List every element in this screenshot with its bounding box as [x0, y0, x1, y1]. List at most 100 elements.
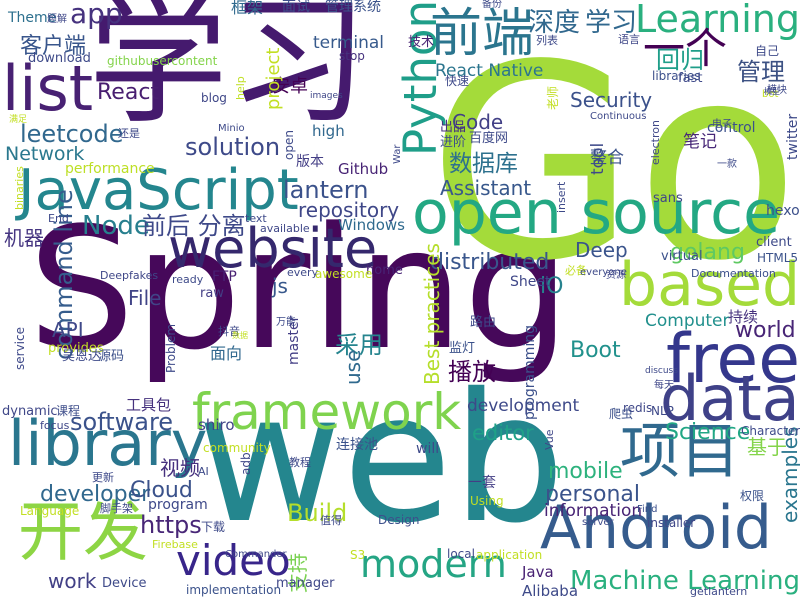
word: open — [282, 130, 296, 160]
word: solution — [185, 133, 281, 161]
word: 值得 — [320, 514, 342, 527]
word: https — [140, 511, 202, 539]
word: js — [272, 274, 288, 298]
word: awesome — [315, 267, 373, 281]
word: 百度网 — [469, 131, 509, 146]
word: Windows — [338, 216, 405, 234]
word: library — [8, 407, 208, 480]
word: discuss — [645, 366, 678, 376]
word: Best practices — [420, 243, 444, 385]
word: leetcode — [20, 120, 124, 148]
word: NLP — [651, 404, 674, 418]
word: Deep — [575, 238, 628, 262]
word: images — [310, 91, 343, 101]
word: project — [263, 47, 284, 110]
word: text — [245, 212, 267, 225]
word: service — [13, 327, 27, 370]
word: JavaScript — [18, 158, 299, 223]
word: 下载 — [201, 520, 226, 534]
word: Design — [378, 513, 420, 527]
word: 万能 — [276, 317, 296, 328]
word: Cloud — [130, 478, 193, 503]
word: Computer — [645, 311, 730, 331]
word: 电子 — [712, 119, 732, 130]
word: Documentation — [691, 267, 776, 280]
word: community — [203, 441, 271, 455]
word: 老师 — [546, 85, 560, 110]
word: 资源 — [606, 270, 626, 281]
word: 脚手架 — [100, 502, 133, 515]
word: 吴恩达 — [62, 349, 102, 364]
word: virtual — [661, 249, 703, 264]
word: control — [707, 120, 756, 136]
word: libraries — [652, 69, 701, 83]
word: 满足 — [9, 115, 28, 125]
word: 抖音 — [218, 325, 240, 338]
word: 面试 — [282, 0, 310, 15]
word: getlantern — [690, 585, 748, 598]
word: available — [260, 222, 310, 235]
word: 一套 — [468, 475, 496, 491]
word: 技术 — [408, 35, 435, 50]
word: Deepfakes — [100, 269, 159, 282]
word: 模块 — [767, 85, 787, 96]
word: 源码 — [98, 349, 125, 364]
word: 语言 — [618, 33, 640, 46]
word: implementation — [186, 583, 282, 597]
word: 前后 分离 — [142, 212, 246, 240]
word: 开发 — [18, 495, 149, 570]
word: 快速 — [445, 74, 470, 88]
word: work — [48, 569, 97, 593]
word: installer — [647, 516, 696, 530]
word: dynamic — [2, 404, 58, 419]
word: 备份 — [482, 0, 502, 10]
word: 必备 — [565, 264, 587, 277]
word: 更新 — [92, 471, 114, 484]
word: video — [176, 536, 291, 585]
word: binaries — [13, 166, 26, 210]
word: 权限 — [740, 489, 765, 503]
word: Github — [338, 160, 389, 178]
word: 模型 — [764, 87, 780, 96]
word: 监灯 — [449, 341, 476, 356]
word: personal — [545, 482, 641, 507]
word: Machine Learning — [570, 566, 800, 596]
word: 教程 — [289, 456, 311, 469]
word: Sheet — [510, 274, 551, 290]
word: 每天 — [654, 380, 674, 391]
word: help — [234, 76, 247, 100]
word: list — [2, 52, 94, 125]
word: golang — [670, 240, 745, 265]
word: Boot — [570, 338, 621, 363]
word: 一个 — [643, 24, 728, 73]
word: performance — [65, 161, 155, 177]
word: web — [197, 355, 566, 562]
word: provides — [48, 341, 104, 356]
word: development — [467, 396, 580, 416]
word: API — [52, 318, 84, 342]
word: 学习 — [585, 8, 638, 38]
word: 客户端 — [20, 34, 87, 59]
word: 前端 — [430, 4, 535, 64]
word: Learning — [635, 0, 800, 41]
word: 回归 — [656, 46, 704, 74]
word: 深度 — [528, 8, 581, 38]
word: React Native — [435, 61, 544, 81]
word: React — [97, 80, 160, 105]
word: 爬虫 — [609, 407, 634, 421]
word: Security — [570, 88, 653, 112]
word: ready — [172, 273, 204, 286]
word: 数据库 — [449, 151, 518, 177]
word: 进阶 — [440, 135, 467, 150]
word: Find — [637, 504, 658, 515]
word: 题解 — [47, 14, 67, 25]
word: Continuous — [590, 111, 647, 122]
word: 连接池 — [336, 437, 378, 453]
word: app — [70, 0, 123, 30]
word: manager — [276, 576, 335, 591]
word: distributed — [430, 250, 550, 275]
word: 课程 — [56, 404, 81, 418]
word: sans — [653, 191, 683, 206]
word: raw — [200, 286, 224, 301]
word: War — [392, 144, 403, 165]
